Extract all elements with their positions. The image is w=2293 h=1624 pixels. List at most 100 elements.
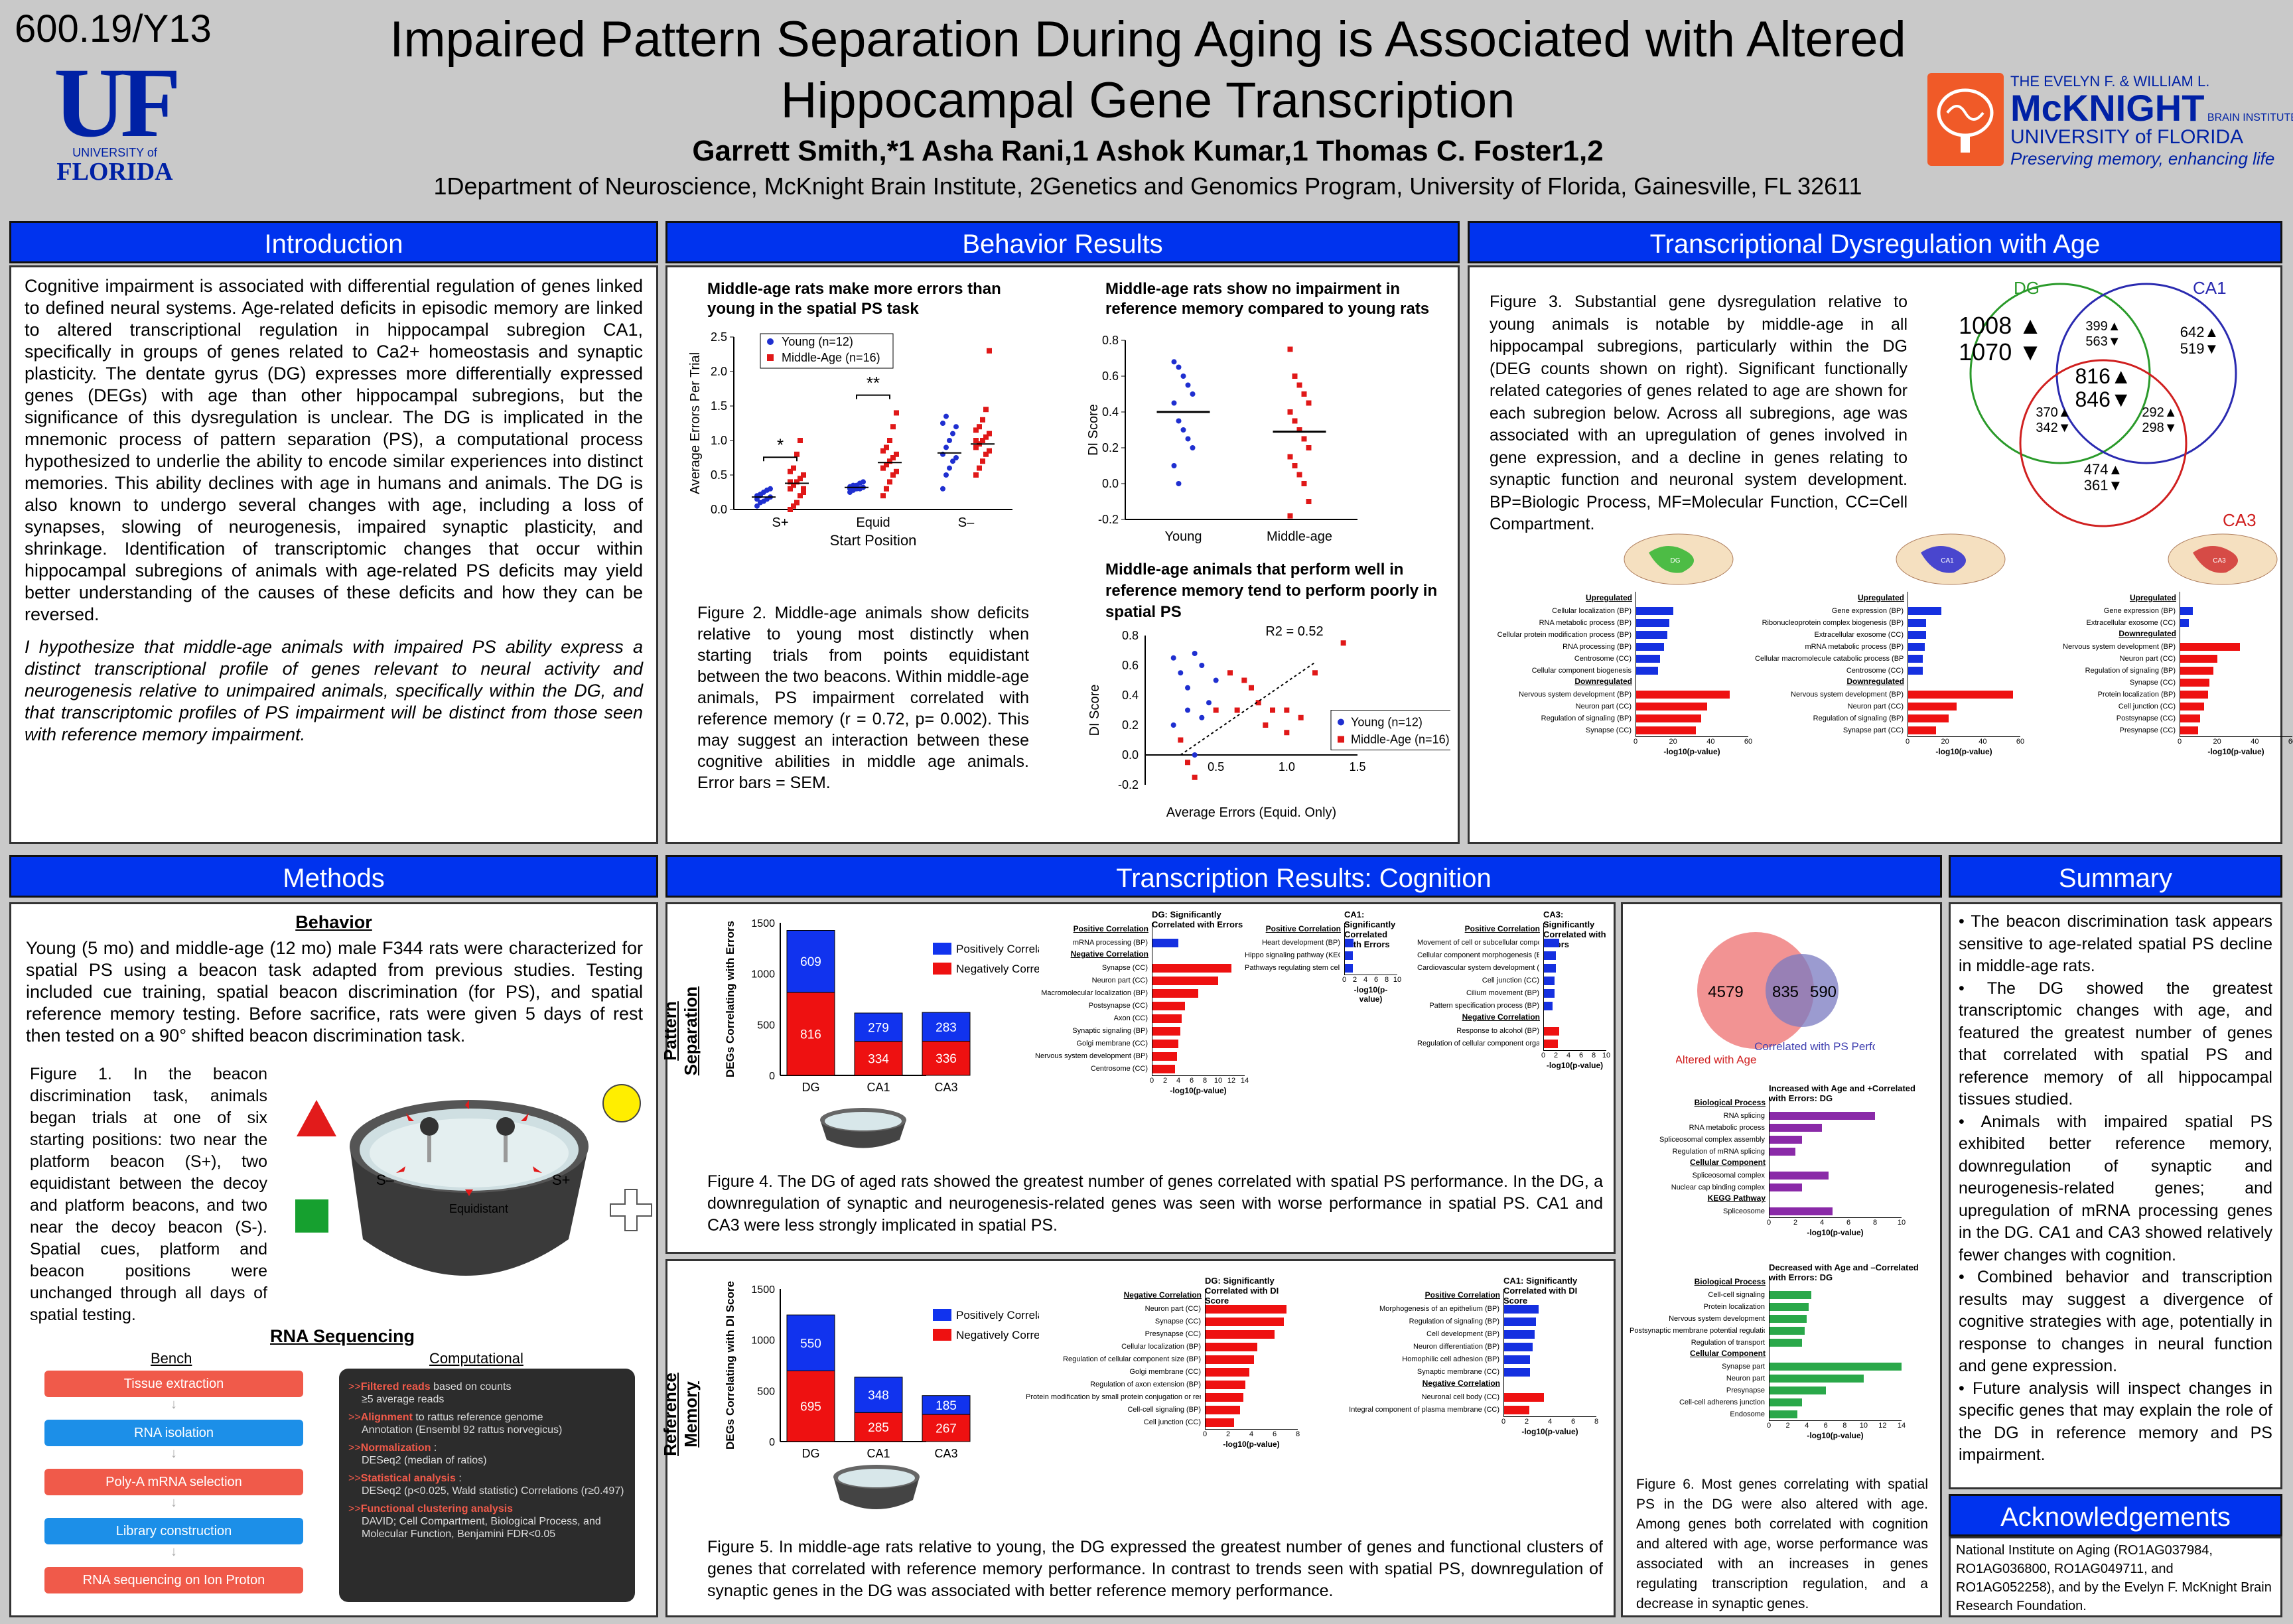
bar-label: Cardiovascular system development (BP): [1417, 964, 1539, 972]
y-tick-label: 1500: [751, 918, 775, 929]
x-axis: [1769, 1420, 1902, 1421]
data-point: [788, 479, 793, 485]
y-tick-label: 500: [757, 1020, 775, 1031]
cognition-go-chart: CA3: Significantly Correlated with Error…: [1417, 910, 1610, 1162]
bar: [1908, 667, 1923, 675]
x-tick-label: 6: [1846, 1219, 1851, 1227]
data-point: [1270, 707, 1275, 713]
x-axis-label: -log10(p-value): [2207, 747, 2264, 756]
bar: [1503, 1330, 1535, 1339]
x-tick-label: 2: [1553, 1051, 1559, 1059]
x-axis: [1769, 1217, 1902, 1218]
bench-step-3: Poly-A mRNA selection: [44, 1469, 303, 1495]
bar-label: Neuron part (CC): [1847, 703, 1904, 710]
data-point: [1241, 677, 1247, 683]
bar-label: Centrosome (CC): [1574, 655, 1632, 663]
chart3-title: Middle-age animals that perform well in …: [1105, 561, 1438, 621]
summary-item-1: • The beacon discrimination task appears…: [1959, 912, 2272, 975]
data-point: [1287, 409, 1293, 415]
bar: [2180, 703, 2204, 710]
bar: [1152, 939, 1178, 947]
transcriptional-panel: Figure 3. Substantial gene dysregulation…: [1468, 265, 2293, 844]
data-point: [1301, 481, 1307, 486]
bar: [2180, 655, 2217, 663]
y-axis-label: Average Errors Per Trial: [688, 352, 703, 494]
data-point: [880, 493, 886, 499]
cognition-go-chart: DG: Significantly Correlated with Errors…: [1026, 910, 1251, 1162]
venn-ca1-up: 642▲: [2180, 324, 2219, 340]
bar-label: Response to alcohol (BP): [1456, 1027, 1539, 1035]
x-tick-label: 40: [2251, 738, 2259, 746]
bar-label: Synapse (CC): [1101, 964, 1148, 972]
summary-item-5: • Future analysis will inspect changes i…: [1959, 1379, 2272, 1465]
data-point: [1292, 373, 1298, 379]
venn-all-up: 816▲: [2075, 364, 2131, 388]
poster-title-line1: Impaired Pattern Separation During Aging…: [389, 11, 1906, 68]
data-point: [791, 465, 796, 471]
bar-segment: [786, 1370, 835, 1442]
group-heading: Biological Process: [1694, 1277, 1766, 1286]
bar: [1769, 1375, 1864, 1383]
bar: [1635, 619, 1669, 627]
legend-marker: [933, 1329, 951, 1341]
bar: [1635, 667, 1658, 675]
data-point: [1292, 463, 1298, 468]
x-tick-label: 10: [1602, 1051, 1611, 1059]
x-axis: [2180, 736, 2292, 737]
x-tick-label: 12: [1878, 1422, 1887, 1430]
chart-title: CA1: Significantly Correlated with Error…: [1344, 910, 1396, 949]
mcknight-line2: McKNIGHT: [2010, 87, 2205, 129]
arrow-down-icon: ↓: [171, 1397, 177, 1412]
cognition-go-chart: DG: Significantly Correlated with DI Sco…: [1026, 1276, 1304, 1528]
x-tick-label: 8: [1594, 1418, 1599, 1426]
bar-label: Postsynaptic membrane potential regulati…: [1630, 1327, 1765, 1335]
bar: [1908, 703, 1957, 710]
legend-marker: [933, 963, 951, 975]
venn-ca1-ca3-down: 298▼: [2142, 421, 2177, 435]
y-axis: [1769, 1097, 1770, 1217]
bar-label: Cell-cell signaling: [1708, 1291, 1765, 1299]
x-tick-label: 0: [1633, 738, 1638, 746]
go-chart-CA3: Upregulated Gene expression (BP) Extracell…: [2027, 589, 2293, 841]
x-axis-label: -log10(p-value): [1935, 747, 1992, 756]
legend-label: Negatively Correlated: [956, 1329, 1039, 1341]
data-point: [973, 427, 979, 433]
venn-dg-ca3-down: 342▼: [2036, 421, 2071, 435]
bar-segment: [922, 1395, 971, 1415]
y-axis-label: DEGs Correlating with Errors: [724, 921, 736, 1077]
data-point: [940, 421, 945, 426]
x-tick-label: 10: [1859, 1422, 1868, 1430]
pool-icon-rm: [833, 1465, 920, 1509]
bar: [1152, 1065, 1175, 1073]
bar: [1152, 1014, 1182, 1023]
bar-segment: [854, 1377, 903, 1413]
significance-bracket: [763, 456, 798, 462]
data-point: [1185, 685, 1190, 691]
bar: [1769, 1124, 1822, 1132]
y-axis: [1205, 1289, 1206, 1429]
bar: [1769, 1148, 1795, 1156]
summary-item-3: • Animals with impaired spatial PS exhib…: [1959, 1112, 2272, 1264]
comp-step-head: Statistical analysis: [360, 1473, 456, 1484]
bar: [1152, 1052, 1177, 1061]
brain-icon: [1927, 73, 2004, 166]
bar: [1908, 726, 1936, 734]
bar: [1503, 1305, 1539, 1314]
behavior-method-text: Young (5 mo) and middle-age (12 mo) male…: [26, 938, 643, 1046]
bar-label: Cellular component morphogenesis (BP): [1417, 951, 1539, 959]
y-axis-label: DEGs Correlating with DI Score: [724, 1281, 736, 1450]
x-tick-label: 10: [1214, 1077, 1223, 1085]
bar: [1344, 964, 1353, 973]
bar: [1769, 1172, 1829, 1180]
x-tick-label: 60: [2016, 738, 2025, 746]
bar-label: Centrosome (CC): [1090, 1065, 1148, 1073]
x-tick-label: 2: [1225, 1430, 1231, 1438]
bar: [1543, 964, 1556, 973]
data-point: [801, 486, 806, 492]
data-label: 334: [868, 1052, 889, 1066]
x-tick-label: 2: [1162, 1077, 1168, 1085]
venn-age: DG CA1 CA3 1008 ▲1070 ▼ 399▲563▼ 642▲519▼ 816▲…: [1959, 278, 2256, 530]
summary-item-2: • The DG showed the greatest transcripto…: [1959, 979, 2272, 1109]
x-tick-label: 0: [2177, 738, 2182, 746]
mcknight-line4: UNIVERSITY of FLORIDA: [2010, 126, 2244, 148]
